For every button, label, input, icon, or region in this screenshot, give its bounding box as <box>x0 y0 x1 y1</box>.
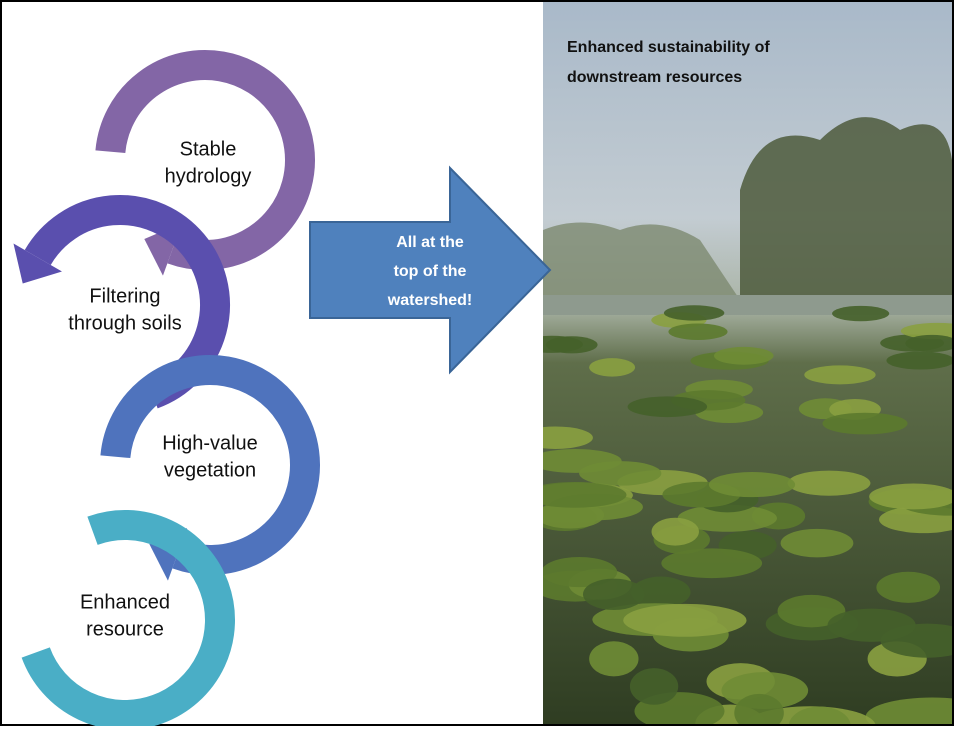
node-label: hydrology <box>165 165 252 187</box>
lily-pad <box>668 324 727 340</box>
lily-pad <box>869 484 954 510</box>
lily-pad <box>709 472 795 497</box>
lily-pad <box>630 668 678 705</box>
node-label: through soils <box>68 312 181 334</box>
node-label: High-value <box>162 432 258 454</box>
slide: Enhanced sustainability of downstream re… <box>0 0 954 726</box>
node-label: Stable <box>180 138 237 160</box>
lily-pad <box>886 351 954 369</box>
lily-pad <box>788 471 871 496</box>
photo <box>518 2 954 726</box>
arrow-label: top of the <box>394 263 467 280</box>
lily-pad <box>546 336 598 353</box>
lily-pad <box>876 572 940 603</box>
arrow-label: watershed! <box>387 292 472 309</box>
node-label: Enhanced <box>80 591 170 613</box>
node-label: Filtering <box>89 285 160 307</box>
lily-pad <box>804 365 875 384</box>
lily-pad <box>583 579 645 610</box>
lily-pad <box>579 461 661 486</box>
lily-pad <box>832 306 889 321</box>
lily-pad <box>828 609 916 642</box>
photo-caption: Enhanced sustainability of <box>567 39 770 56</box>
lily-pad <box>589 358 635 376</box>
lily-pad <box>661 548 762 578</box>
node-label: vegetation <box>164 459 256 481</box>
lily-pad <box>714 347 774 365</box>
lily-pad <box>652 518 699 546</box>
lily-pad <box>822 413 907 435</box>
lily-pad <box>781 529 854 558</box>
lily-pad <box>628 396 708 417</box>
photo-caption: downstream resources <box>567 69 742 86</box>
arrow-label: All at the <box>396 234 464 251</box>
lily-pad <box>623 604 746 637</box>
lily-pad <box>589 641 638 676</box>
lily-pad <box>664 305 724 320</box>
node-label: resource <box>86 618 164 640</box>
